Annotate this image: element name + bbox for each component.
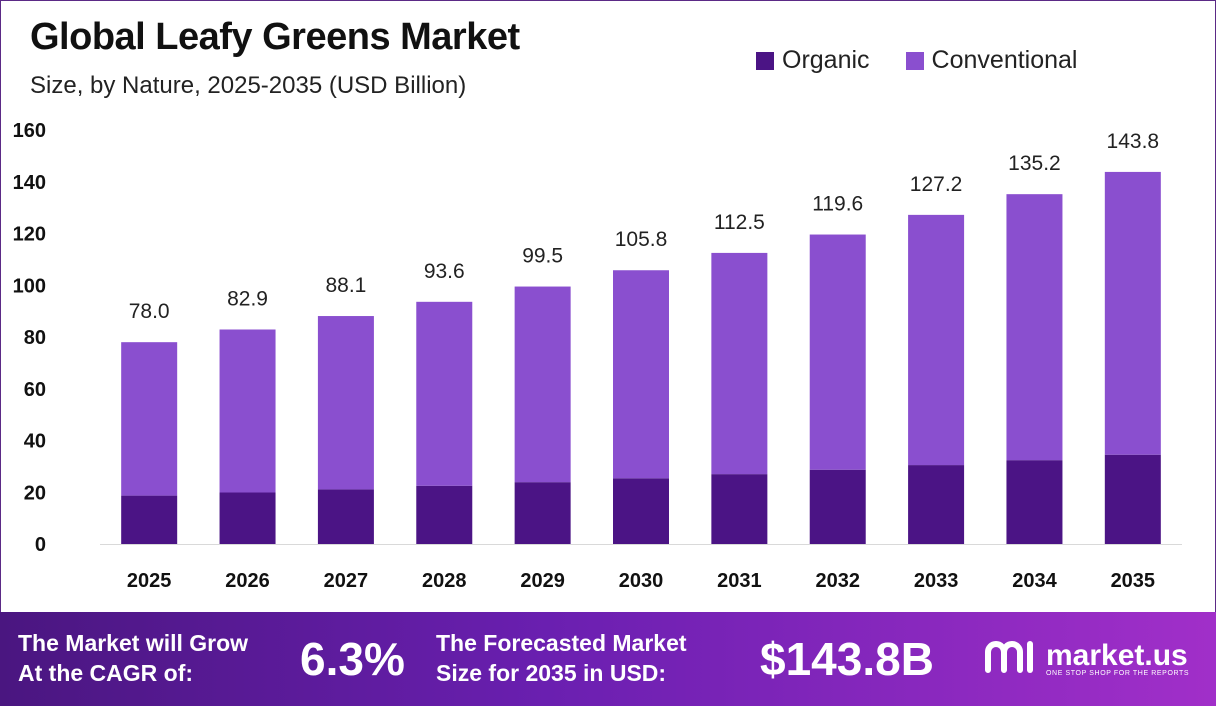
brand-logo: market.us ONE STOP SHOP FOR THE REPORTS — [984, 636, 1190, 677]
data-label-2034: 135.2 — [1008, 152, 1061, 175]
legend-swatch-organic — [756, 51, 774, 70]
forecast-label-line1: The Forecasted Market — [436, 630, 687, 656]
bar-organic-2034 — [1006, 460, 1063, 544]
bar-chart: 0 20 40 60 80 100 120 140 160 78.0 2025 82.9 2026 88.… — [13, 120, 1182, 592]
data-label-2030: 105.8 — [615, 228, 668, 251]
bar-organic-2025 — [121, 495, 178, 544]
legend-label-conventional: Conventional — [931, 46, 1078, 74]
bar-organic-2028 — [416, 485, 473, 544]
bar-conventional-2031 — [711, 252, 768, 475]
y-tick-label: 20 — [24, 482, 46, 504]
bar-organic-2035 — [1104, 454, 1161, 544]
data-label-2025: 78.0 — [129, 300, 170, 323]
y-tick-label: 40 — [24, 431, 46, 453]
brand-tagline: ONE STOP SHOP FOR THE REPORTS — [1046, 670, 1190, 677]
cagr-label-line1: The Market will Grow — [18, 630, 249, 656]
bar-conventional-2028 — [416, 301, 473, 486]
data-label-2035: 143.8 — [1107, 130, 1160, 153]
x-tick-label-2031: 2031 — [717, 570, 762, 592]
data-label-2032: 119.6 — [812, 193, 863, 216]
data-label-2028: 93.6 — [424, 260, 465, 283]
bar-conventional-2032 — [809, 234, 866, 470]
bar-conventional-2035 — [1104, 171, 1161, 455]
bar-organic-2033 — [908, 465, 965, 544]
x-tick-label-2032: 2032 — [815, 570, 860, 592]
y-tick-label: 160 — [13, 120, 46, 142]
y-tick-label: 140 — [13, 172, 46, 194]
bar-conventional-2034 — [1006, 194, 1063, 461]
legend-item-organic: Organic — [756, 46, 870, 75]
data-label-2033: 127.2 — [910, 173, 963, 196]
x-tick-label-2034: 2034 — [1012, 570, 1057, 592]
y-tick-label: 100 — [13, 275, 46, 297]
chart-subtitle: Size, by Nature, 2025-2035 (USD Billion) — [30, 72, 467, 99]
bar-organic-2030 — [613, 478, 669, 544]
cagr-value: 6.3% — [300, 633, 405, 685]
bar-conventional-2029 — [514, 286, 571, 483]
x-tick-label-2026: 2026 — [225, 570, 270, 592]
legend-label-organic: Organic — [782, 46, 870, 74]
x-tick-label-2030: 2030 — [619, 570, 664, 592]
bar-conventional-2025 — [121, 342, 178, 496]
bar-organic-2031 — [711, 474, 768, 544]
y-tick-label: 0 — [35, 534, 46, 556]
legend-swatch-conventional — [905, 51, 924, 70]
bar-conventional-2027 — [317, 316, 374, 490]
y-tick-label: 60 — [24, 379, 46, 401]
data-label-2031: 112.5 — [714, 211, 765, 234]
x-tick-label-2029: 2029 — [520, 570, 565, 592]
cagr-label-line2: At the CAGR of: — [18, 660, 194, 686]
brand-name: market.us — [1046, 639, 1188, 672]
legend-item-conventional: Conventional — [905, 46, 1078, 75]
x-tick-label-2028: 2028 — [422, 570, 467, 592]
legend: Organic Conventional — [756, 46, 1077, 75]
bar-conventional-2026 — [219, 329, 276, 493]
x-tick-label-2027: 2027 — [324, 570, 369, 592]
bar-organic-2032 — [809, 469, 866, 544]
chart-title: Global Leafy Greens Market — [30, 16, 520, 58]
bar-organic-2027 — [317, 489, 374, 544]
cagr-label: The Market will Grow At the CAGR of: — [18, 628, 248, 688]
y-tick-label: 80 — [24, 327, 46, 349]
data-label-2027: 88.1 — [325, 274, 366, 297]
bar-conventional-2030 — [613, 270, 669, 479]
y-tick-label: 120 — [13, 224, 46, 246]
bar-organic-2026 — [219, 492, 276, 544]
forecast-value: $143.8B — [760, 633, 934, 685]
x-tick-label-2035: 2035 — [1111, 570, 1156, 592]
forecast-label: The Forecasted Market Size for 2035 in U… — [436, 628, 687, 688]
data-label-2029: 99.5 — [522, 245, 563, 268]
forecast-label-line2: Size for 2035 in USD: — [436, 660, 667, 686]
x-tick-label-2033: 2033 — [914, 570, 959, 592]
bar-conventional-2033 — [908, 214, 965, 466]
bar-organic-2029 — [514, 482, 571, 544]
data-label-2026: 82.9 — [227, 287, 268, 310]
summary-banner: The Market will Grow At the CAGR of: 6.3… — [0, 612, 1216, 706]
x-tick-label-2025: 2025 — [127, 570, 172, 592]
market-us-logo-icon — [985, 641, 1033, 673]
